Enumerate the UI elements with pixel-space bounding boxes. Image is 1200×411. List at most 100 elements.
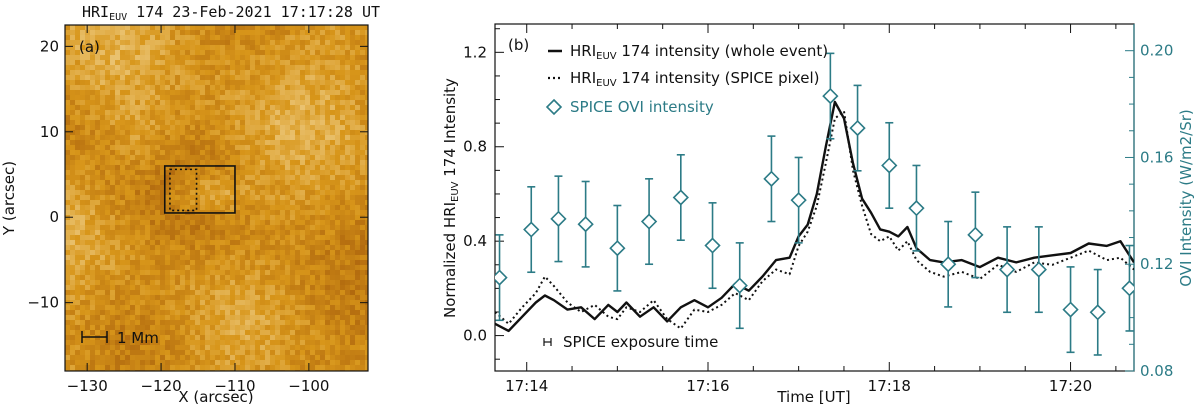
map-pixel <box>80 180 86 186</box>
map-pixel <box>245 260 251 266</box>
map-pixel <box>270 355 276 361</box>
map-pixel <box>190 120 196 126</box>
map-pixel <box>240 250 246 256</box>
map-pixel <box>310 325 316 331</box>
map-pixel <box>85 165 91 171</box>
map-pixel <box>165 60 171 66</box>
map-pixel <box>320 35 326 41</box>
map-pixel <box>355 300 361 306</box>
map-pixel <box>260 365 266 371</box>
map-pixel <box>75 175 81 181</box>
map-pixel <box>335 325 341 331</box>
map-pixel <box>340 140 346 146</box>
map-pixel <box>265 55 271 61</box>
map-pixel <box>95 275 101 281</box>
map-pixel <box>130 55 136 61</box>
map-pixel <box>345 125 351 131</box>
map-pixel <box>190 275 196 281</box>
map-pixel <box>345 290 351 296</box>
map-pixel <box>105 260 111 266</box>
map-pixel <box>305 40 311 46</box>
map-pixel <box>70 145 76 151</box>
map-pixel <box>205 85 211 91</box>
map-pixel <box>100 75 106 81</box>
map-pixel <box>205 70 211 76</box>
map-pixel <box>150 55 156 61</box>
map-pixel <box>115 125 121 131</box>
map-pixel <box>220 105 226 111</box>
map-pixel <box>245 55 251 61</box>
map-pixel <box>155 95 161 101</box>
map-pixel <box>355 90 361 96</box>
map-pixel <box>90 265 96 271</box>
map-pixel <box>170 345 176 351</box>
map-pixel <box>95 80 101 86</box>
map-pixel <box>180 165 186 171</box>
map-pixel <box>340 315 346 321</box>
map-pixel <box>260 280 266 286</box>
map-pixel <box>280 135 286 141</box>
map-pixel <box>330 300 336 306</box>
map-pixel <box>345 360 351 366</box>
map-pixel <box>200 190 206 196</box>
map-pixel <box>65 255 71 261</box>
map-pixel <box>80 360 86 366</box>
map-pixel <box>265 50 271 56</box>
map-pixel <box>320 245 326 251</box>
map-pixel <box>175 170 181 176</box>
map-pixel <box>325 295 331 301</box>
map-pixel <box>220 325 226 331</box>
map-pixel <box>275 165 281 171</box>
map-pixel <box>210 290 216 296</box>
map-pixel <box>315 170 321 176</box>
map-pixel <box>205 350 211 356</box>
map-pixel <box>200 110 206 116</box>
map-pixel <box>200 95 206 101</box>
map-pixel <box>235 295 241 301</box>
map-pixel <box>285 270 291 276</box>
map-pixel <box>235 335 241 341</box>
map-pixel <box>245 330 251 336</box>
map-pixel <box>210 75 216 81</box>
map-pixel <box>170 150 176 156</box>
map-pixel <box>95 75 101 81</box>
map-pixel <box>240 115 246 121</box>
map-pixel <box>180 225 186 231</box>
map-pixel <box>220 95 226 101</box>
map-pixel <box>95 180 101 186</box>
map-pixel <box>260 350 266 356</box>
map-pixel <box>365 365 368 371</box>
map-pixel <box>300 130 306 136</box>
map-pixel <box>170 315 176 321</box>
map-pixel <box>230 75 236 81</box>
map-pixel <box>70 70 76 76</box>
map-pixel <box>95 195 101 201</box>
map-pixel <box>310 190 316 196</box>
map-pixel <box>160 180 166 186</box>
map-pixel <box>155 100 161 106</box>
map-pixel <box>150 355 156 361</box>
map-pixel <box>70 90 76 96</box>
map-pixel <box>285 220 291 226</box>
map-pixel <box>115 25 121 31</box>
map-pixel <box>350 230 356 236</box>
map-pixel <box>305 330 311 336</box>
map-pixel <box>145 270 151 276</box>
map-pixel <box>360 210 366 216</box>
map-pixel <box>200 345 206 351</box>
map-pixel <box>315 305 321 311</box>
map-pixel <box>135 335 141 341</box>
map-pixel <box>280 185 286 191</box>
map-pixel <box>290 40 296 46</box>
map-pixel <box>215 70 221 76</box>
map-pixel <box>260 180 266 186</box>
map-pixel <box>315 120 321 126</box>
map-pixel <box>105 30 111 36</box>
map-pixel <box>350 175 356 181</box>
map-pixel <box>85 360 91 366</box>
map-pixel <box>190 30 196 36</box>
map-pixel <box>210 60 216 66</box>
map-pixel <box>105 360 111 366</box>
map-pixel <box>270 320 276 326</box>
map-pixel <box>325 150 331 156</box>
